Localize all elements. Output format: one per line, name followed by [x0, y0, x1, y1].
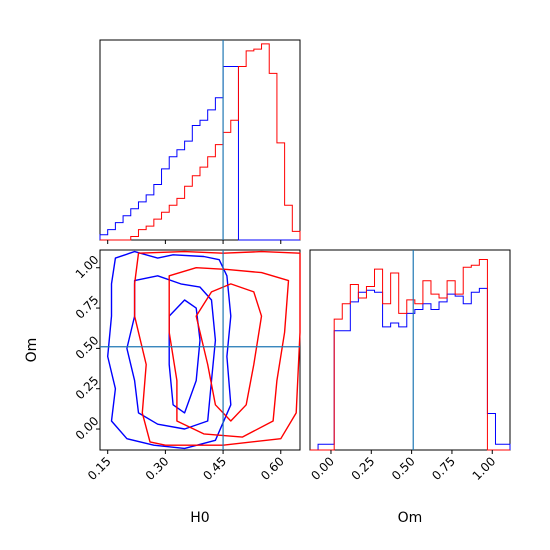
contour-1-1	[168, 267, 290, 438]
om-y-tick-label-3: 0.75	[73, 293, 102, 322]
om-y-tick-label-2: 0.50	[73, 333, 102, 362]
h0-histogram	[99, 40, 301, 241]
om-hist-series-0	[310, 287, 511, 451]
contour-0-2	[168, 299, 201, 414]
om-y-tick-label-1: 0.25	[73, 373, 102, 402]
y-axis-label-om: Om	[24, 338, 40, 363]
om-x-tick-label-2: 0.50	[389, 454, 418, 483]
om-hist-series-1	[310, 259, 510, 451]
contour-panel	[100, 250, 301, 450]
contour-1-0	[133, 250, 301, 446]
x-axis-label-om: Om	[398, 510, 423, 526]
om-x-tick-label-3: 0.75	[429, 454, 458, 483]
tick-marks: 0.15 0.30 0.45 0.60 0.00 0.25 0.50 0.75 1.00 0.00…	[73, 240, 499, 483]
om-x-tick-label-4: 1.00	[470, 454, 499, 483]
h0-tick-label-2: 0.45	[200, 454, 229, 483]
om-x-tick-label-1: 0.25	[349, 454, 378, 483]
h0-tick-label-0: 0.15	[85, 454, 114, 483]
contour-0-1	[126, 275, 217, 430]
contour-1-2	[195, 283, 263, 422]
om-y-tick-label-0: 0.00	[73, 414, 102, 443]
om-histogram	[310, 250, 511, 451]
om-hist-frame	[309, 249, 511, 451]
h0-hist-series-0	[99, 65, 300, 241]
h0-hist-series-1	[100, 43, 301, 241]
om-y-tick-label-4: 1.00	[73, 253, 102, 282]
h0-hist-frame	[99, 39, 301, 241]
x-axis-label-h0: H0	[190, 510, 209, 526]
h0-tick-label-1: 0.30	[143, 454, 172, 483]
contour-frame	[99, 249, 301, 451]
om-x-tick-label-0: 0.00	[308, 454, 337, 483]
h0-tick-label-3: 0.60	[258, 454, 287, 483]
